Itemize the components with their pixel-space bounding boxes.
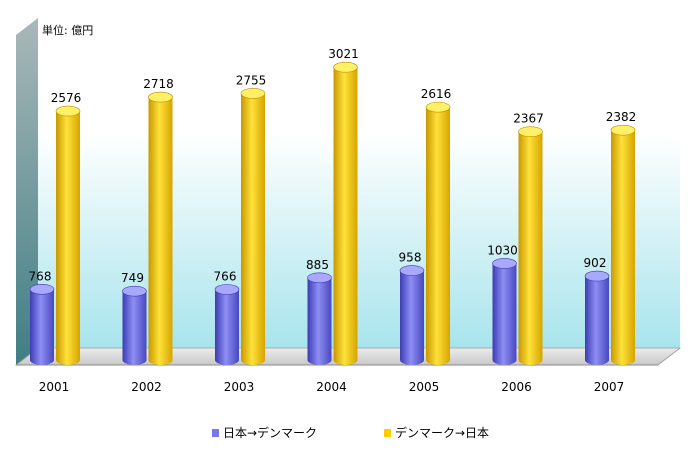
data-label-2007-series-2: 2382 [606,110,637,124]
x-tick-label-2007: 2007 [594,380,625,394]
data-label-2006-series-1: 1030 [487,243,518,257]
x-tick-label-2003: 2003 [224,380,255,394]
data-label-2003-series-2: 2755 [236,73,267,87]
legend-swatch-series-2 [384,429,391,437]
bar-top-2006-series-2 [518,126,543,137]
x-tick-label-2001: 2001 [39,380,70,394]
x-tick-label-2004: 2004 [316,380,347,394]
bar-2003-series-2 [241,93,265,365]
x-tick-label-2005: 2005 [409,380,440,394]
bar-top-2003-series-2 [240,88,266,99]
data-label-2002-series-1: 749 [121,271,144,285]
bar-top-2001-series-1 [29,283,55,295]
legend-label-series-2: デンマーク→日本 [395,426,490,440]
data-label-2002-series-2: 2718 [143,77,174,91]
bar-top-2005-series-1 [399,265,425,276]
x-tick-label-2006: 2006 [501,380,532,394]
data-label-2001-series-1: 768 [29,269,52,283]
bar-2001-series-1 [30,289,54,365]
legend-item-series-1: 日本→デンマーク [212,424,317,441]
data-label-2003-series-1: 766 [214,269,237,283]
bar-2003-series-1 [215,289,239,365]
legend-item-series-2: デンマーク→日本 [384,424,489,441]
bar-top-2003-series-1 [214,284,240,295]
data-label-2001-series-2: 2576 [51,91,82,105]
unit-label: 単位: 億円 [42,24,94,37]
bar-top-2002-series-2 [148,91,173,103]
bar-2006-series-2 [518,131,543,365]
data-label-2005-series-2: 2616 [421,87,452,101]
data-label-2004-series-2: 3021 [328,47,359,61]
bar-top-2006-series-1 [492,258,517,269]
bar-2002-series-2 [148,97,173,365]
bar-top-2007-series-1 [584,270,610,282]
bar-2007-series-2 [611,130,635,365]
legend: 日本→デンマーク デンマーク→日本 [0,424,698,440]
data-label-2006-series-2: 2367 [513,112,544,126]
bar-top-2005-series-2 [425,101,451,113]
bar-top-2004-series-2 [333,61,358,73]
data-label-2004-series-1: 885 [306,258,329,272]
x-tick-label-2002: 2002 [131,380,162,394]
bar-2002-series-1 [122,291,147,365]
bar-top-2001-series-2 [55,105,81,117]
legend-swatch-series-1 [212,429,219,437]
data-label-2005-series-1: 958 [399,251,422,265]
bar-2004-series-1 [307,277,332,365]
bar-2005-series-2 [426,107,450,365]
bar-top-2007-series-2 [610,124,636,136]
bar-2004-series-2 [333,67,358,366]
bar-2001-series-2 [56,111,80,365]
legend-label-series-1: 日本→デンマーク [223,426,318,440]
bar-2005-series-1 [400,270,424,365]
bar-top-2004-series-1 [307,272,332,284]
side-wall [16,18,38,365]
data-label-2007-series-1: 902 [584,256,607,270]
bar-2006-series-1 [492,263,517,365]
bar-top-2002-series-1 [122,285,147,297]
bar-2007-series-1 [585,276,609,365]
